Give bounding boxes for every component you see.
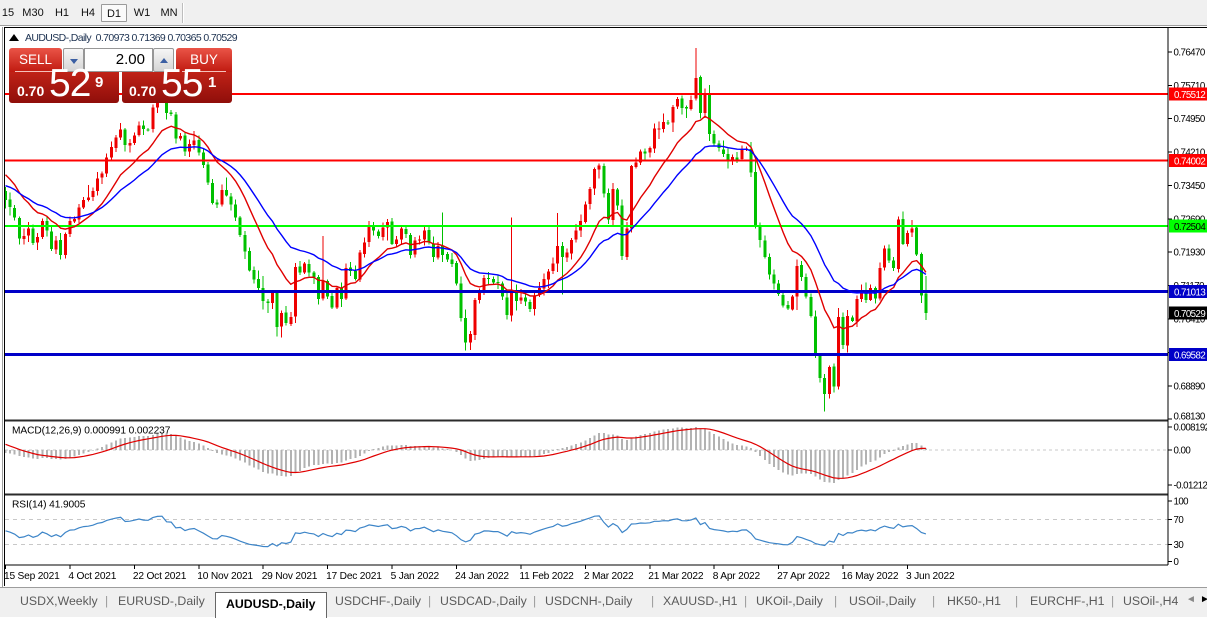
svg-text:0.71930: 0.71930 <box>1174 248 1206 259</box>
svg-text:0.74950: 0.74950 <box>1174 114 1206 125</box>
svg-text:0.69582: 0.69582 <box>1174 351 1205 362</box>
svg-text:0.70529: 0.70529 <box>1174 309 1205 320</box>
svg-text:5 Jan 2022: 5 Jan 2022 <box>391 571 440 582</box>
svg-text:3 Jun 2022: 3 Jun 2022 <box>906 571 955 582</box>
svg-text:24 Jan 2022: 24 Jan 2022 <box>455 571 509 582</box>
svg-text:0.76470: 0.76470 <box>1174 47 1206 58</box>
svg-text:100: 100 <box>1174 497 1190 508</box>
svg-text:15 Sep 2021: 15 Sep 2021 <box>5 571 60 582</box>
svg-text:22 Oct 2021: 22 Oct 2021 <box>133 571 187 582</box>
svg-text:MACD(12,26,9) 0.000991 0.00223: MACD(12,26,9) 0.000991 0.002237 <box>12 426 171 437</box>
svg-text:0.68890: 0.68890 <box>1174 381 1206 392</box>
svg-text:RSI(14) 41.9005: RSI(14) 41.9005 <box>12 500 86 511</box>
svg-text:0.74002: 0.74002 <box>1174 156 1205 167</box>
svg-text:17 Dec 2021: 17 Dec 2021 <box>326 571 382 582</box>
svg-text:30: 30 <box>1174 540 1185 551</box>
svg-text:0.73450: 0.73450 <box>1174 181 1206 192</box>
svg-text:16 May 2022: 16 May 2022 <box>842 571 899 582</box>
svg-text:10 Nov 2021: 10 Nov 2021 <box>197 571 253 582</box>
svg-text:0.72504: 0.72504 <box>1174 222 1206 233</box>
svg-text:70: 70 <box>1174 515 1185 526</box>
svg-text:11 Feb 2022: 11 Feb 2022 <box>519 571 574 582</box>
svg-text:0.71013: 0.71013 <box>1174 288 1205 299</box>
svg-text:0.75512: 0.75512 <box>1174 90 1205 101</box>
svg-text:29 Nov 2021: 29 Nov 2021 <box>262 571 318 582</box>
svg-text:27 Apr 2022: 27 Apr 2022 <box>777 571 830 582</box>
svg-text:0.008192: 0.008192 <box>1174 423 1207 434</box>
svg-text:4 Oct 2021: 4 Oct 2021 <box>68 571 116 582</box>
svg-text:-0.012127: -0.012127 <box>1174 481 1207 492</box>
svg-text:0.68130: 0.68130 <box>1174 412 1206 423</box>
svg-text:21 Mar 2022: 21 Mar 2022 <box>648 571 704 582</box>
svg-text:0.00: 0.00 <box>1174 446 1192 457</box>
svg-text:2 Mar 2022: 2 Mar 2022 <box>584 571 634 582</box>
svg-text:8 Apr 2022: 8 Apr 2022 <box>713 571 761 582</box>
